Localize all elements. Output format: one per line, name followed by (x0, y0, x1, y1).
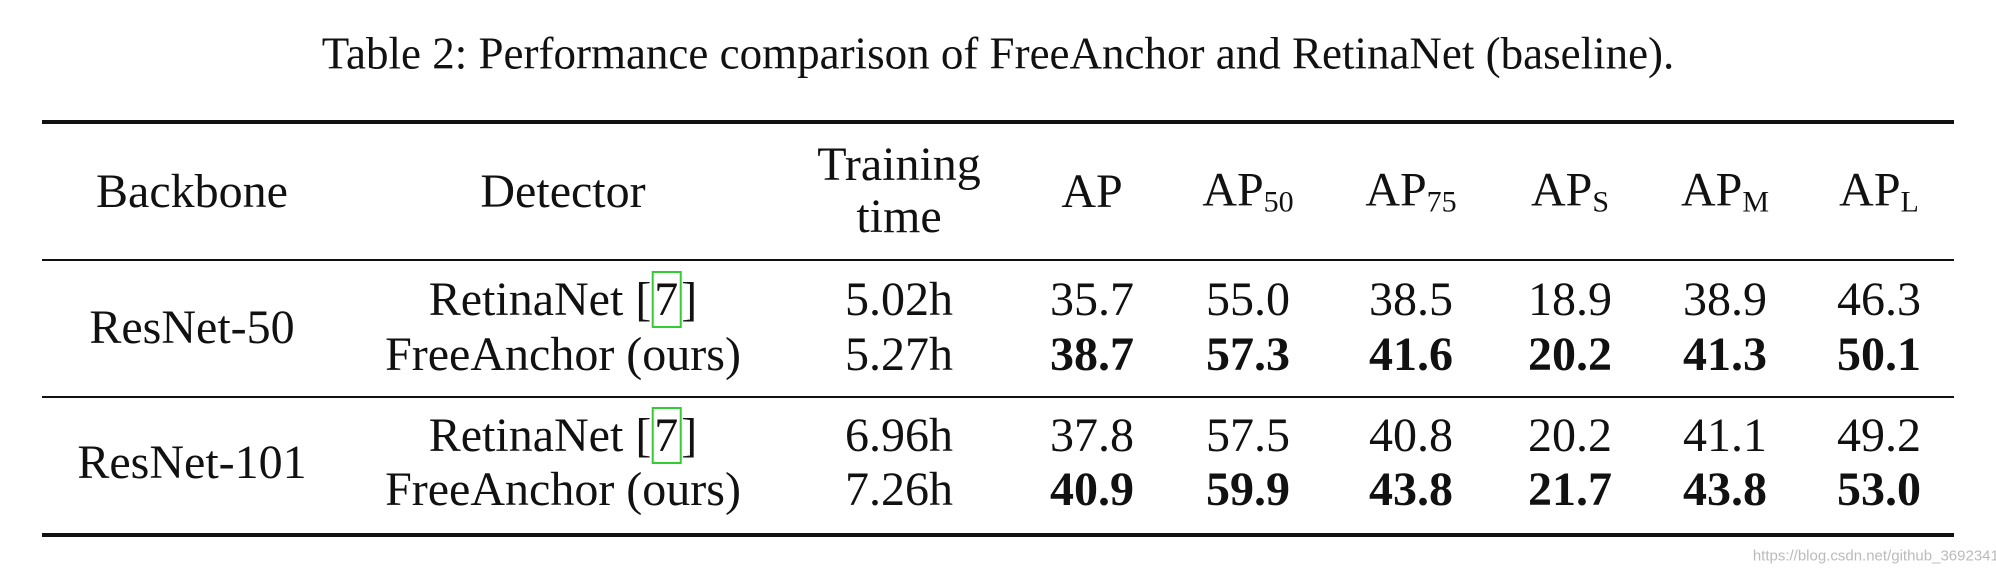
metric-value: 41.3 (1683, 328, 1767, 381)
metric-value: 41.6 (1369, 328, 1453, 381)
metric-value: 35.7 (1050, 273, 1134, 326)
detector-name: RetinaNet (428, 409, 624, 462)
detector-name: FreeAnchor (ours) (385, 328, 741, 381)
citation: ] (681, 409, 698, 462)
training-time: 5.27h (845, 328, 953, 381)
caption: Table 2: Performance comparison of FreeA… (321, 28, 1675, 79)
bottom-rule (42, 533, 1954, 537)
mid-rule (42, 259, 1954, 261)
metric-value: 43.8 (1369, 463, 1453, 516)
header-cell: AP75 (1365, 163, 1457, 219)
header-text: AP (1680, 163, 1743, 217)
metric-value: 38.9 (1683, 273, 1767, 326)
citation: ] (681, 273, 698, 326)
header-subscript: 50 (1263, 185, 1294, 219)
backbone: ResNet-101 (77, 436, 307, 489)
header-cell: Training (817, 138, 981, 191)
metric-value: 20.2 (1528, 409, 1612, 462)
backbone: ResNet-50 (89, 300, 295, 354)
detector-name: FreeAnchor (ours) (385, 463, 741, 516)
header-subscript: L (1900, 185, 1919, 219)
detector: RetinaNet [7] (428, 407, 698, 464)
header-text: AP (1365, 163, 1427, 217)
metric-value: 43.8 (1683, 463, 1767, 516)
metric-value: 18.9 (1528, 273, 1612, 326)
header-cell: APL (1839, 163, 1919, 219)
watermark: https://blog.csdn.net/github_36923418 (1752, 547, 1996, 565)
mid-rule (42, 396, 1954, 398)
metric-value: 55.0 (1206, 273, 1290, 326)
header-text: AP (1061, 165, 1123, 218)
header-text: AP (1202, 163, 1264, 217)
metric-value: 46.3 (1837, 273, 1921, 326)
metric-value: 57.5 (1206, 409, 1290, 462)
header-text: Backbone (96, 165, 288, 218)
header-cell: Detector (480, 168, 645, 216)
header-text: Detector (480, 165, 646, 218)
metric-value: 57.3 (1206, 328, 1290, 381)
citation: 7 (651, 271, 682, 328)
metric-value: 50.1 (1837, 328, 1921, 381)
metric-value: 59.9 (1206, 463, 1290, 516)
header-text: AP (1530, 163, 1593, 217)
training-time: 6.96h (845, 409, 953, 462)
header-subscript: 75 (1426, 185, 1457, 219)
header-text: AP (1839, 163, 1901, 217)
metric-value: 53.0 (1837, 463, 1921, 516)
citation: [ (635, 409, 652, 462)
citation: 7 (651, 407, 682, 464)
metric-value: 37.8 (1050, 409, 1134, 462)
metric-value: 20.2 (1528, 328, 1612, 381)
header-cell: Backbone (96, 168, 288, 216)
metric-value: 38.7 (1050, 328, 1134, 381)
training-time: 7.26h (845, 463, 953, 516)
header-cell: APS (1530, 163, 1610, 219)
header-cell: APM (1680, 163, 1770, 219)
metric-value: 49.2 (1837, 409, 1921, 462)
metric-value: 40.8 (1369, 409, 1453, 462)
citation: [ (635, 273, 652, 326)
header-cell: AP50 (1202, 163, 1294, 219)
top-rule (42, 120, 1954, 124)
header-subscript: M (1742, 185, 1770, 219)
detector: FreeAnchor (ours) (385, 466, 741, 514)
detector: FreeAnchor (ours) (385, 331, 741, 379)
header-subscript: S (1592, 185, 1610, 219)
training-time: 5.02h (845, 273, 953, 326)
metric-value: 38.5 (1369, 273, 1453, 326)
metric-value: 21.7 (1528, 463, 1612, 516)
detector-name: RetinaNet (428, 273, 624, 326)
header-cell: time (856, 190, 942, 243)
detector: RetinaNet [7] (428, 271, 698, 328)
header-cell: AP (1061, 168, 1122, 216)
metric-value: 41.1 (1683, 409, 1767, 462)
metric-value: 40.9 (1050, 463, 1134, 516)
